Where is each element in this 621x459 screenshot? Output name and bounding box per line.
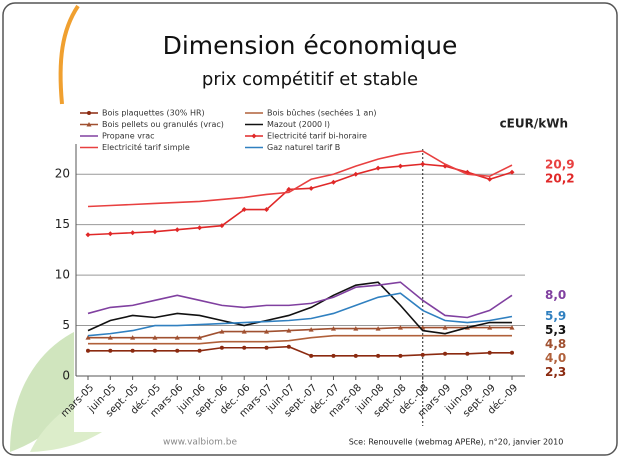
marker: [131, 349, 135, 353]
legend-label: Electricité tarif bi-horaire: [267, 131, 367, 141]
end-label: 2,3: [545, 365, 566, 379]
marker: [242, 346, 246, 350]
marker: [265, 346, 269, 350]
slide-subtitle: prix compétitif et stable: [202, 69, 418, 90]
source: Sce: Renouvelle (webmag APERe), n°20, ja…: [349, 438, 564, 447]
legend-label: Bois pellets ou granulés (vrac): [102, 119, 224, 129]
marker: [220, 346, 224, 350]
unit-label: cEUR/kWh: [500, 117, 568, 131]
marker: [86, 349, 90, 353]
marker: [421, 353, 425, 357]
y-tick-label: 20: [55, 167, 70, 181]
marker: [354, 354, 358, 358]
end-label: 20,9: [545, 158, 575, 172]
end-label: 8,0: [545, 288, 566, 302]
legend-label: Electricité tarif simple: [102, 142, 190, 152]
legend-label: Bois bûches (sechées 1 an): [267, 108, 377, 118]
legend-label: Propane vrac: [102, 132, 155, 141]
legend-label: Mazout (2000 l): [267, 120, 330, 129]
website: www.valbiom.be: [163, 438, 238, 448]
y-tick-label: 5: [62, 318, 70, 332]
end-label: 5,9: [545, 309, 566, 323]
marker: [398, 354, 402, 358]
marker: [175, 349, 179, 353]
end-label: 4,8: [545, 337, 566, 351]
marker: [287, 345, 291, 349]
legend-label: Gaz naturel tarif B: [267, 143, 340, 152]
y-tick-label: 0: [62, 369, 70, 383]
marker: [331, 354, 335, 358]
marker: [510, 351, 514, 355]
marker: [465, 352, 469, 356]
y-tick-label: 15: [55, 217, 70, 231]
marker: [488, 351, 492, 355]
slide-title: Dimension économique: [163, 31, 458, 60]
legend-label: Bois plaquettes (30% HR): [102, 109, 205, 118]
y-tick-label: 10: [55, 268, 70, 282]
end-label: 4,0: [545, 351, 566, 365]
slide: Dimension économique prix compétitif et …: [0, 0, 621, 459]
marker: [376, 354, 380, 358]
marker: [108, 349, 112, 353]
marker: [87, 111, 91, 115]
end-label: 20,2: [545, 172, 575, 186]
marker: [153, 349, 157, 353]
marker: [443, 352, 447, 356]
marker: [198, 349, 202, 353]
end-label: 5,3: [545, 323, 566, 337]
marker: [309, 354, 313, 358]
